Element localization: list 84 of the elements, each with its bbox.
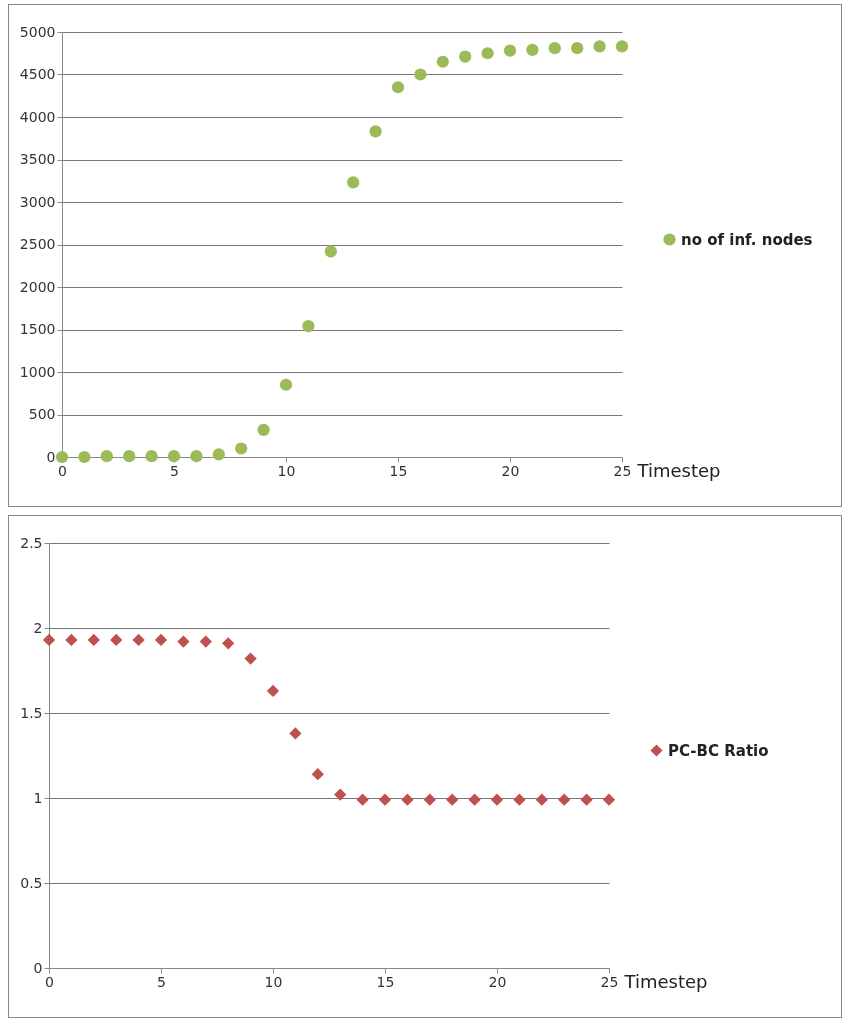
point — [481, 47, 494, 60]
point — [414, 68, 427, 81]
point — [279, 378, 293, 391]
y-tick-label: 2.5 — [20, 534, 43, 551]
point — [177, 635, 190, 648]
point — [324, 245, 337, 258]
y-tick-label: 1.5 — [20, 704, 43, 721]
point — [212, 448, 225, 461]
point — [490, 793, 504, 806]
point — [513, 793, 526, 806]
y-tick-label: 2000 — [19, 278, 56, 295]
point — [369, 125, 382, 138]
point — [100, 450, 113, 463]
point — [593, 40, 606, 53]
y-tick-label: 0 — [33, 959, 43, 976]
y-tick-label: 1000 — [19, 363, 56, 380]
point — [558, 793, 571, 806]
y-tick-label: 0 — [46, 448, 56, 465]
x-tick-label: 25 — [613, 462, 632, 479]
point — [423, 793, 436, 806]
point — [222, 637, 235, 650]
x-tick-label: 15 — [389, 462, 408, 479]
legend-label: PC-BC Ratio — [668, 741, 769, 760]
x-tick-label: 10 — [264, 973, 283, 990]
point — [199, 635, 212, 648]
y-tick-label: 5000 — [19, 23, 56, 40]
point — [446, 793, 459, 806]
point — [42, 633, 56, 647]
point — [436, 55, 449, 68]
point — [65, 633, 78, 647]
y-tick-label: 1500 — [19, 321, 56, 337]
point — [503, 44, 517, 57]
x-tick-label: 15 — [376, 973, 395, 990]
y-tick-label: 2500 — [19, 236, 56, 252]
point — [526, 43, 539, 56]
point — [302, 319, 315, 333]
point — [334, 788, 347, 801]
point — [257, 423, 270, 436]
point — [266, 684, 280, 698]
point — [347, 176, 360, 189]
x-tick-label: 0 — [58, 462, 67, 479]
point — [391, 81, 405, 94]
y-tick-label: 3500 — [19, 151, 56, 167]
x-tick-label: 10 — [277, 462, 296, 479]
point — [55, 450, 69, 464]
point — [356, 793, 369, 806]
point — [289, 727, 302, 740]
x-axis-title: Timestep — [636, 459, 721, 481]
point — [190, 450, 203, 463]
point — [580, 793, 593, 806]
point — [154, 633, 168, 647]
point — [235, 442, 248, 455]
point — [244, 652, 257, 665]
point — [535, 793, 548, 806]
y-tick-label: 4000 — [19, 108, 56, 125]
x-axis-title: Timestep — [623, 970, 708, 992]
y-tick-label: 0.5 — [20, 874, 43, 891]
point — [401, 793, 414, 806]
point — [78, 450, 91, 464]
point — [132, 633, 145, 647]
point — [123, 450, 136, 463]
x-tick-label: 20 — [501, 462, 520, 479]
x-tick-label: 25 — [600, 973, 619, 990]
point — [615, 40, 629, 53]
point — [311, 768, 324, 781]
legend-label: no of inf. nodes — [681, 230, 813, 249]
y-tick-label: 1 — [33, 789, 43, 806]
point — [468, 793, 481, 806]
point — [571, 42, 584, 55]
x-tick-label: 5 — [170, 462, 179, 479]
y-tick-label: 4500 — [19, 66, 56, 82]
x-tick-label: 5 — [157, 973, 166, 990]
x-tick-label: 20 — [488, 973, 507, 990]
point — [87, 633, 100, 647]
point — [459, 50, 472, 63]
point — [548, 42, 561, 55]
point — [110, 633, 123, 647]
y-tick-label: 3000 — [19, 193, 56, 210]
point — [602, 793, 616, 806]
point — [167, 450, 181, 463]
y-tick-label: 500 — [28, 406, 56, 422]
point — [378, 793, 392, 806]
point — [145, 450, 158, 463]
y-tick-label: 2 — [33, 619, 43, 636]
